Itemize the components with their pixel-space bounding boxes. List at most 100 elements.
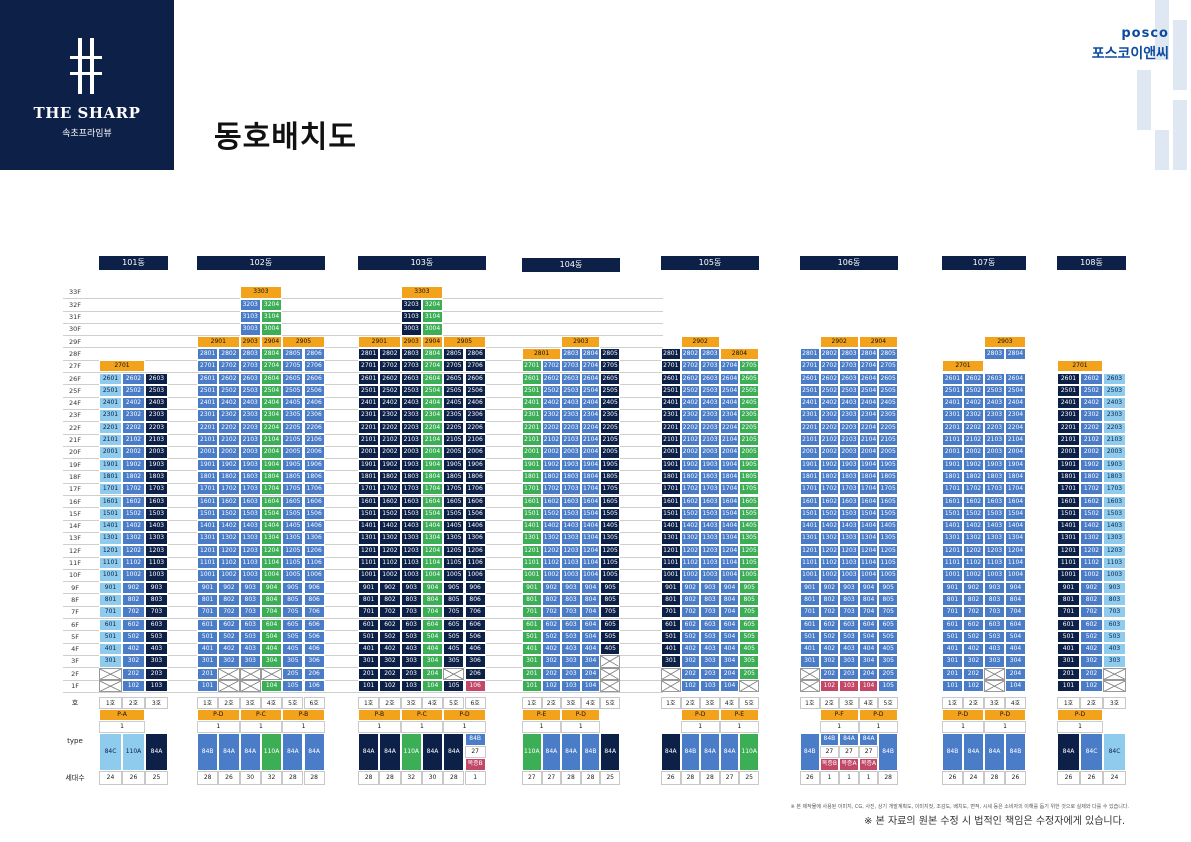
unit-cell: 1805 <box>282 470 304 484</box>
unit-cell: 1902 <box>541 458 562 471</box>
unit-cell: 2401 <box>522 397 542 410</box>
unit-cell: 2106 <box>464 434 486 447</box>
unit-cell: 501 <box>1057 630 1080 644</box>
penthouse-unit: 2902 <box>680 335 720 348</box>
unit-cell: 2401 <box>942 397 963 410</box>
unit-cell: 2601 <box>197 372 219 385</box>
posco-ko-text: 포스코이앤씨 <box>1091 46 1169 62</box>
unit-cell: 602 <box>819 618 840 631</box>
unit-cell: 1502 <box>122 507 145 521</box>
unit-cell: 2006 <box>464 446 486 459</box>
type-cell: 복증B <box>819 758 840 771</box>
unit-cell: 2003 <box>239 446 261 459</box>
unit-cell: 1004 <box>1005 569 1026 582</box>
unit-cell: 1202 <box>680 544 701 557</box>
unit-cell: 102 <box>541 680 562 693</box>
unit-cell: 1603 <box>984 495 1005 508</box>
unit-cell: 1903 <box>984 458 1005 471</box>
unit-cell: 1703 <box>400 483 422 496</box>
unit-count: 28 <box>984 771 1005 785</box>
unit-cell: 2102 <box>963 434 984 447</box>
unit-cell: 1502 <box>379 507 401 521</box>
unit-cell: 701 <box>99 606 122 619</box>
unit-cell: 1301 <box>661 532 681 545</box>
unit-cell: 1101 <box>661 557 681 570</box>
unit-count: 25 <box>600 771 620 785</box>
unit-cell: 902 <box>122 581 145 594</box>
unit-cell: 2702 <box>218 360 240 373</box>
unit-cell: 1001 <box>1057 569 1080 582</box>
unit-cell: 703 <box>1103 606 1126 619</box>
ho-label: 2호 <box>122 697 145 709</box>
floor-label: 26F <box>68 374 81 383</box>
ho-label: 1호 <box>1057 697 1080 709</box>
unit-cell: 502 <box>680 630 701 644</box>
unit-cell: 605 <box>878 618 898 631</box>
unit-cell: 2202 <box>541 421 562 434</box>
one-label: 1 <box>858 721 898 733</box>
unit-cell: 805 <box>600 593 620 607</box>
unit-cell: 106 <box>303 680 325 693</box>
unit-cell: 2805 <box>282 347 304 361</box>
unit-cell: 2201 <box>942 421 963 434</box>
unit-cell: 1204 <box>858 544 879 557</box>
unit-cell: 802 <box>819 593 840 607</box>
unit-cell: 2502 <box>963 384 984 398</box>
unit-cell: 2306 <box>464 409 486 422</box>
unit-cell: 1701 <box>1057 483 1080 496</box>
ho-label: 4호 <box>858 697 879 709</box>
unit-cell: 502 <box>963 630 984 644</box>
unit-cell: 1304 <box>1005 532 1026 545</box>
unit-cell: 2106 <box>303 434 325 447</box>
unit-cell: 1202 <box>218 544 240 557</box>
unit-count: 1 <box>464 771 486 785</box>
ho-label: 3호 <box>839 697 859 709</box>
unit-cell: 801 <box>197 593 219 607</box>
unit-cell: 403 <box>1103 643 1126 656</box>
unit-cell: 501 <box>197 630 219 644</box>
unit-cell: 1601 <box>942 495 963 508</box>
empty-unit <box>260 667 283 680</box>
unit-cell: 1701 <box>522 483 542 496</box>
unit-cell: 404 <box>580 643 601 656</box>
unit-cell: 401 <box>800 643 820 656</box>
unit-cell: 2002 <box>379 446 401 459</box>
unit-cell: 1002 <box>1080 569 1103 582</box>
unit-cell: 2506 <box>303 384 325 398</box>
unit-cell: 803 <box>839 593 859 607</box>
unit-cell: 2204 <box>858 421 879 434</box>
unit-cell: 3104 <box>260 311 283 324</box>
unit-cell: 1801 <box>358 470 380 484</box>
type-cell: 84C <box>1103 733 1126 771</box>
unit-cell: 801 <box>942 593 963 607</box>
unit-cell: 401 <box>522 643 542 656</box>
ho-label: 2호 <box>541 697 562 709</box>
unit-cell: 2802 <box>379 347 401 361</box>
unit-cell: 1302 <box>122 532 145 545</box>
unit-cell: 1504 <box>260 507 283 521</box>
unit-cell: 1605 <box>443 495 465 508</box>
unit-cell: 205 <box>282 667 304 680</box>
unit-cell: 1201 <box>942 544 963 557</box>
unit-cell: 2205 <box>600 421 620 434</box>
unit-cell: 1104 <box>719 557 740 570</box>
empty-unit <box>99 680 122 693</box>
unit-cell: 1401 <box>800 520 820 533</box>
ho-label: 5호 <box>739 697 759 709</box>
unit-cell: 602 <box>541 618 562 631</box>
unit-cell: 1101 <box>522 557 542 570</box>
ho-label: 2호 <box>963 697 984 709</box>
unit-cell: 1203 <box>239 544 261 557</box>
unit-cell: 1704 <box>858 483 879 496</box>
ho-label: 4호 <box>580 697 601 709</box>
unit-cell: 2604 <box>858 372 879 385</box>
unit-cell: 1801 <box>197 470 219 484</box>
unit-cell: 2402 <box>819 397 840 410</box>
type-cell: 27 <box>819 745 840 759</box>
posco-en-text: posco <box>1121 26 1169 41</box>
section-label: P-D <box>197 709 240 721</box>
unit-cell: 405 <box>443 643 465 656</box>
unit-cell: 505 <box>739 630 759 644</box>
unit-cell: 401 <box>942 643 963 656</box>
unit-cell: 1701 <box>661 483 681 496</box>
